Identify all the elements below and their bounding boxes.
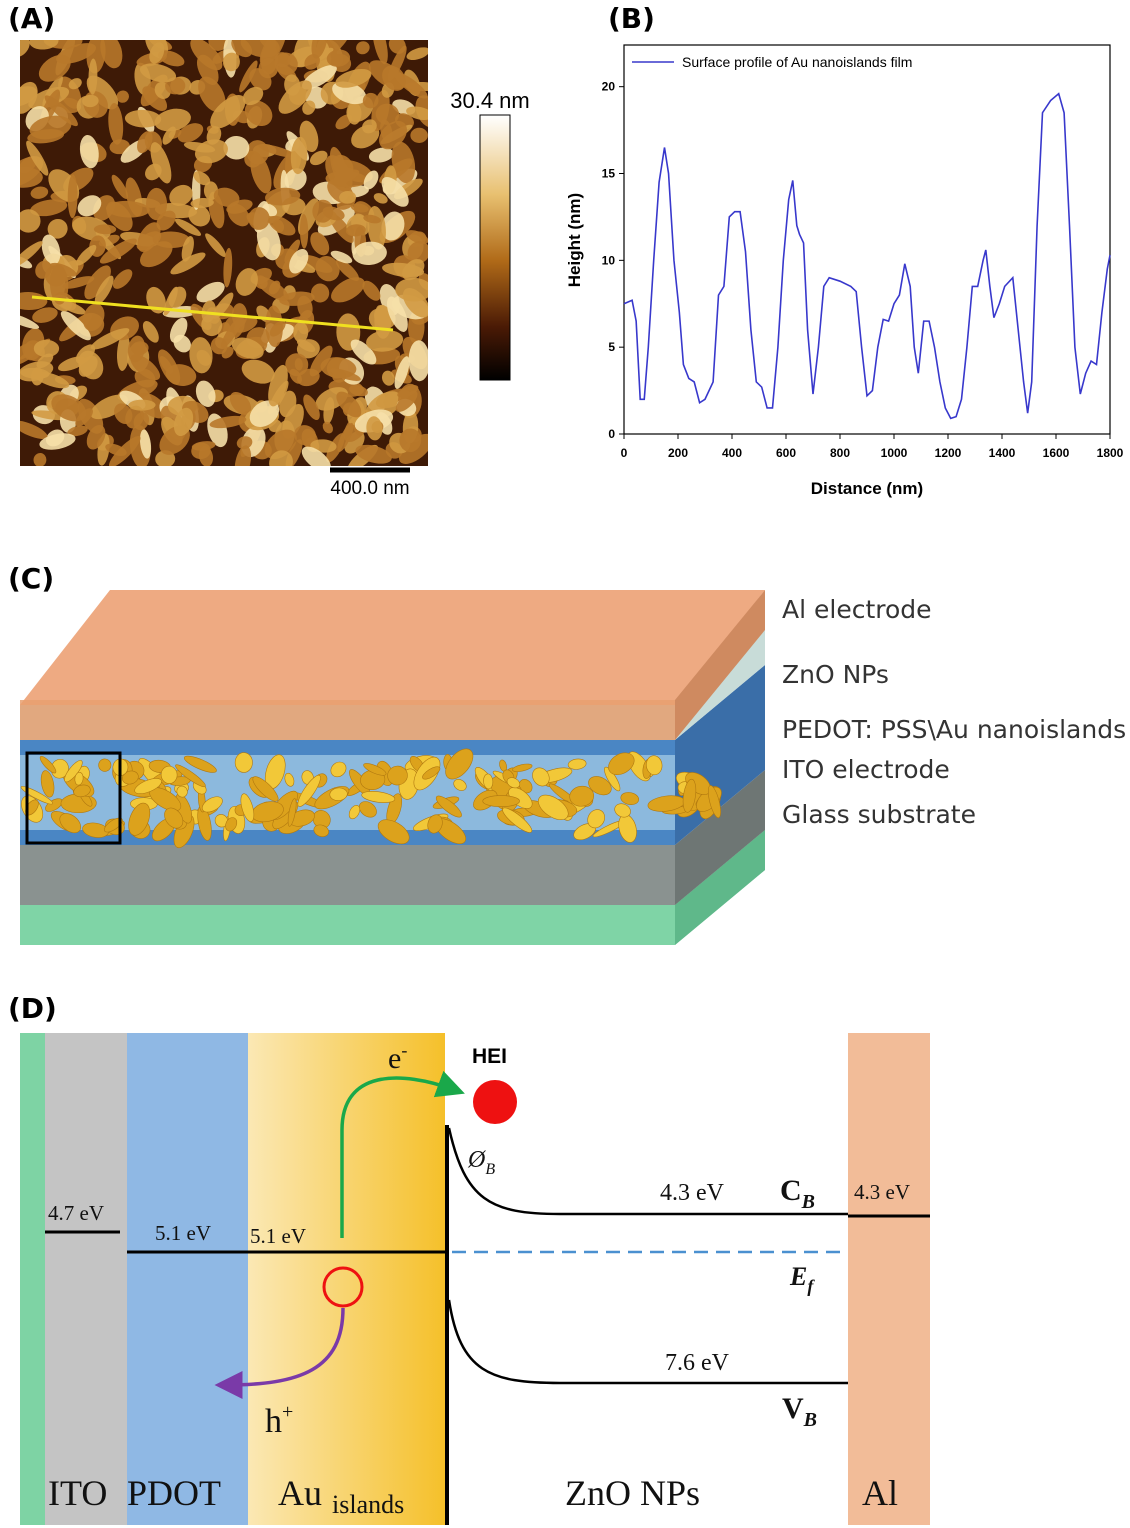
text: e bbox=[388, 1042, 401, 1075]
layer-label: PDOT bbox=[127, 1473, 221, 1513]
y-tick-label: 10 bbox=[602, 253, 616, 267]
text: f bbox=[807, 1276, 815, 1296]
band-label: VB bbox=[782, 1392, 817, 1431]
x-tick-label: 0 bbox=[621, 446, 628, 460]
text: C bbox=[780, 1174, 802, 1207]
text: V bbox=[782, 1392, 804, 1425]
text: B bbox=[485, 1161, 495, 1178]
x-tick-label: 1400 bbox=[989, 446, 1016, 460]
x-tick-label: 1000 bbox=[881, 446, 908, 460]
y-tick-label: 5 bbox=[608, 340, 615, 354]
energy-label: 5.1 eV bbox=[155, 1221, 211, 1245]
device-stack bbox=[17, 590, 765, 945]
energy-label: 4.7 eV bbox=[48, 1201, 104, 1225]
text: B bbox=[803, 1409, 817, 1431]
y-axis-label: Height (nm) bbox=[565, 193, 584, 287]
y-tick-label: 0 bbox=[608, 427, 615, 441]
text: + bbox=[282, 1401, 293, 1423]
layer-label: ITO electrode bbox=[782, 755, 950, 784]
text: Au bbox=[278, 1473, 322, 1513]
nanoisland bbox=[483, 796, 520, 807]
layer-label: ITO bbox=[48, 1473, 107, 1513]
x-tick-label: 200 bbox=[668, 446, 688, 460]
x-tick-label: 1800 bbox=[1097, 446, 1124, 460]
x-tick-label: 800 bbox=[830, 446, 850, 460]
y-tick-label: 15 bbox=[602, 167, 616, 181]
chart: (B) Distance (nm) Height (nm) 0200400600… bbox=[565, 2, 1124, 498]
x-tick-label: 1200 bbox=[935, 446, 962, 460]
text: B bbox=[801, 1191, 815, 1213]
hei-label: HEI bbox=[472, 1045, 507, 1068]
energy-label: 4.3 eV bbox=[854, 1180, 910, 1204]
panel-label: (A) bbox=[8, 2, 55, 35]
layer-label: ZnO NPs bbox=[565, 1473, 700, 1513]
text: h bbox=[265, 1403, 282, 1440]
texture bbox=[146, 188, 167, 220]
text: islands bbox=[332, 1490, 404, 1519]
colorbar-label: 30.4 nm bbox=[450, 88, 530, 113]
energy-label: 7.6 eV bbox=[665, 1350, 730, 1376]
x-tick-label: 600 bbox=[776, 446, 796, 460]
y-tick-label: 20 bbox=[602, 80, 616, 94]
layer-label: Glass substrate bbox=[782, 800, 976, 829]
panel-label: (C) bbox=[8, 562, 54, 595]
colorbar bbox=[480, 115, 510, 380]
x-axis-label: Distance (nm) bbox=[811, 479, 923, 498]
fermi-label: Ef bbox=[789, 1262, 815, 1296]
data-line bbox=[624, 94, 1110, 419]
nanoisland bbox=[235, 752, 253, 772]
layer-label: Al bbox=[862, 1473, 898, 1513]
figure: (A) 30.4 nm 400.0 nm (B) Distance (nm) H… bbox=[0, 0, 1130, 1528]
panel-label: (B) bbox=[608, 2, 655, 35]
legend-label: Surface profile of Au nanoislands film bbox=[682, 54, 912, 70]
panel-label: (D) bbox=[8, 992, 57, 1025]
energy-label: 4.3 eV bbox=[660, 1180, 725, 1206]
text: E bbox=[789, 1262, 807, 1291]
scale-bar-label: 400.0 nm bbox=[330, 478, 409, 499]
barrier-label: ØB bbox=[467, 1147, 495, 1178]
layer-label: PEDOT: PSS\Au nanoislands bbox=[782, 715, 1126, 744]
layer-label: ZnO NPs bbox=[782, 660, 889, 689]
text: Ø bbox=[467, 1147, 487, 1173]
text: - bbox=[401, 1040, 407, 1060]
band-label: CB bbox=[780, 1174, 815, 1213]
energy-label: 5.1 eV bbox=[250, 1224, 306, 1248]
x-tick-label: 400 bbox=[722, 446, 742, 460]
x-tick-label: 1600 bbox=[1043, 446, 1070, 460]
layer-label: Al electrode bbox=[782, 595, 932, 624]
afm-image bbox=[0, 21, 445, 481]
